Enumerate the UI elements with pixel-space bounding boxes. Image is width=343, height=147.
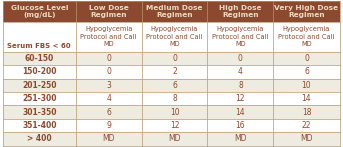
Text: 12: 12 bbox=[236, 94, 245, 103]
Text: 0: 0 bbox=[106, 54, 111, 63]
Text: 22: 22 bbox=[302, 121, 311, 130]
Text: 14: 14 bbox=[301, 94, 311, 103]
Text: > 400: > 400 bbox=[27, 134, 52, 143]
Text: 251-300: 251-300 bbox=[22, 94, 57, 103]
Text: 10: 10 bbox=[301, 81, 311, 90]
Text: 3: 3 bbox=[106, 81, 111, 90]
Text: 9: 9 bbox=[106, 121, 111, 130]
Text: 14: 14 bbox=[236, 108, 245, 117]
Text: 4: 4 bbox=[238, 67, 243, 76]
Text: Hypoglycemia
Protocol and Call
MD: Hypoglycemia Protocol and Call MD bbox=[81, 26, 137, 47]
Text: MD: MD bbox=[300, 134, 313, 143]
Text: Medium Dose
Regimen: Medium Dose Regimen bbox=[146, 5, 203, 18]
Text: Glucose Level
(mg/dL): Glucose Level (mg/dL) bbox=[11, 5, 68, 18]
Text: Hypoglycemia
Protocol and Call
MD: Hypoglycemia Protocol and Call MD bbox=[278, 26, 335, 47]
Text: 12: 12 bbox=[170, 121, 179, 130]
Text: 6: 6 bbox=[304, 67, 309, 76]
Text: 18: 18 bbox=[302, 108, 311, 117]
Text: MD: MD bbox=[234, 134, 247, 143]
Text: Serum FBS < 60: Serum FBS < 60 bbox=[7, 44, 71, 50]
Text: MD: MD bbox=[168, 134, 181, 143]
Text: 8: 8 bbox=[172, 94, 177, 103]
Text: MD: MD bbox=[103, 134, 115, 143]
Text: 10: 10 bbox=[170, 108, 179, 117]
Text: 4: 4 bbox=[106, 94, 111, 103]
Text: Very High Dose
Regimen: Very High Dose Regimen bbox=[274, 5, 339, 18]
Text: Low Dose
Regimen: Low Dose Regimen bbox=[89, 5, 129, 18]
Text: 0: 0 bbox=[304, 54, 309, 63]
Text: 150-200: 150-200 bbox=[22, 67, 57, 76]
Text: 60-150: 60-150 bbox=[25, 54, 54, 63]
Text: Hypoglycemia
Protocol and Call
MD: Hypoglycemia Protocol and Call MD bbox=[146, 26, 203, 47]
Text: 8: 8 bbox=[238, 81, 243, 90]
Text: 6: 6 bbox=[172, 81, 177, 90]
Text: 2: 2 bbox=[172, 67, 177, 76]
Text: 0: 0 bbox=[172, 54, 177, 63]
Text: 301-350: 301-350 bbox=[22, 108, 57, 117]
Text: 0: 0 bbox=[238, 54, 243, 63]
Text: High Dose
Regimen: High Dose Regimen bbox=[219, 5, 262, 18]
Text: 0: 0 bbox=[106, 67, 111, 76]
Text: 6: 6 bbox=[106, 108, 111, 117]
Text: 351-400: 351-400 bbox=[22, 121, 57, 130]
Text: 16: 16 bbox=[236, 121, 245, 130]
Text: 201-250: 201-250 bbox=[22, 81, 57, 90]
Text: Hypoglycemia
Protocol and Call
MD: Hypoglycemia Protocol and Call MD bbox=[212, 26, 269, 47]
